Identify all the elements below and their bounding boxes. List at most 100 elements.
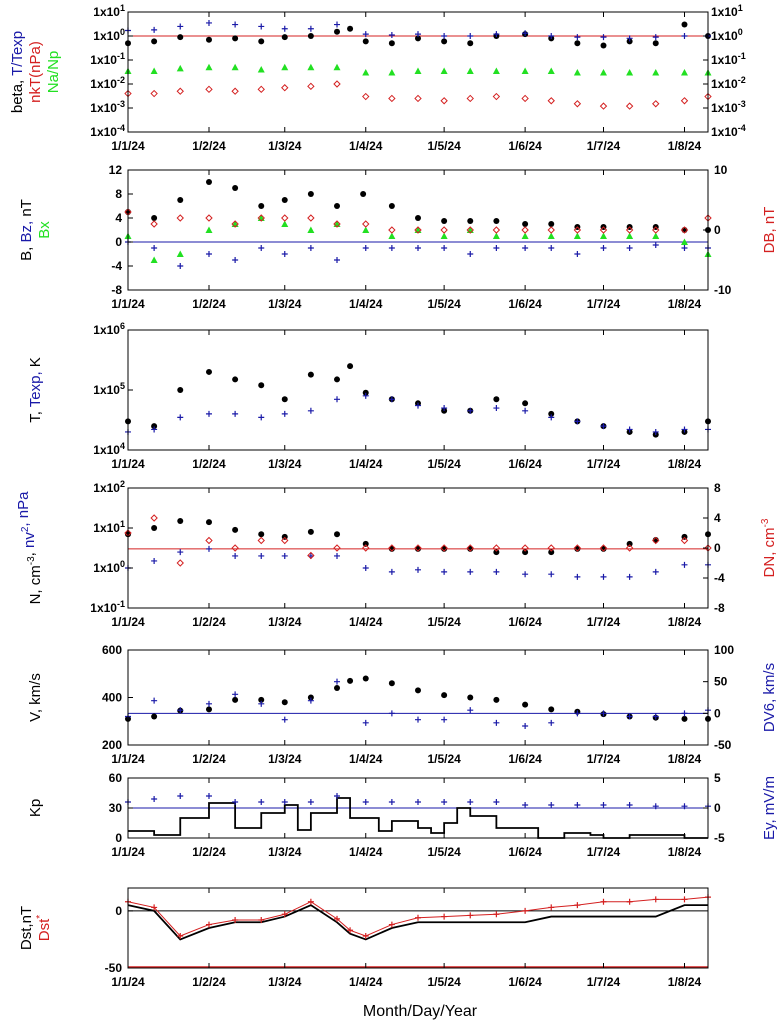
series-texp — [125, 392, 711, 435]
x-tick-label: 1/3/24 — [268, 752, 302, 766]
ttexp-point — [626, 35, 633, 42]
y-tick-label: 0 — [115, 904, 122, 918]
dv6-point — [493, 719, 500, 726]
b-point — [441, 218, 448, 224]
ttexp-point — [281, 25, 288, 32]
nanp-point — [362, 69, 370, 76]
right-y-tick-label: -10 — [714, 283, 732, 297]
ey-point — [281, 799, 288, 805]
nanp-point — [150, 67, 158, 74]
ey-point — [205, 793, 212, 799]
db-point — [652, 226, 660, 234]
dv6-point — [467, 707, 474, 714]
nv2-point — [362, 565, 369, 571]
t-point — [307, 371, 314, 378]
dn-point — [492, 544, 501, 552]
y-tick-label: 60 — [109, 771, 123, 785]
series-bx — [124, 214, 712, 263]
beta-point — [205, 36, 212, 43]
x-tick-label: 1/3/24 — [268, 975, 302, 989]
x-tick-label: 1/5/24 — [427, 139, 461, 153]
right-y-tick-label: 1x10-4 — [711, 123, 746, 139]
db-point — [333, 220, 341, 228]
x-axis-title: Month/Day/Year — [363, 1003, 478, 1020]
nv2-point — [652, 568, 659, 575]
nanp-point — [492, 67, 500, 74]
n-point — [548, 549, 555, 556]
ey-point — [388, 799, 395, 805]
nktnpa-point — [176, 87, 184, 95]
beta-point — [681, 21, 688, 28]
dst*-connector — [127, 896, 709, 937]
x-tick-label: 1/8/24 — [668, 615, 702, 629]
nanp-point — [440, 67, 448, 74]
x-tick-label: 1/6/24 — [508, 139, 542, 153]
bx-point — [281, 220, 289, 227]
x-tick-label: 1/1/24 — [111, 752, 145, 766]
dv6-point — [232, 691, 239, 698]
nv2-point — [205, 545, 212, 552]
nktnpa-point — [231, 87, 239, 95]
right-y-tick-label: 50 — [714, 675, 728, 689]
bz-point — [177, 263, 184, 269]
x-tick-label: 1/2/24 — [192, 297, 226, 311]
ttexp-point — [600, 34, 607, 41]
bz-point — [388, 245, 395, 251]
v-point — [548, 706, 555, 713]
nv2-point — [281, 552, 288, 559]
bz-point — [362, 245, 369, 251]
series-v — [125, 675, 711, 722]
ttexp-point — [681, 33, 688, 39]
nv2-point — [626, 573, 633, 580]
nv2-point — [177, 549, 184, 556]
nktnpa-point — [440, 97, 448, 105]
y-tick-label: 1x10-2 — [90, 75, 125, 91]
n-point — [441, 545, 448, 552]
dst-line — [127, 904, 708, 941]
v-point — [415, 687, 421, 694]
panel-6-right-ylabel: Ey, mV/m — [761, 776, 778, 840]
x-tick-label: 1/7/24 — [587, 845, 621, 859]
dv6-point — [307, 697, 314, 704]
db-point — [257, 214, 265, 222]
ttexp-point — [441, 33, 448, 39]
bz-point — [151, 245, 158, 251]
bx-point — [680, 238, 688, 245]
x-tick-label: 1/7/24 — [587, 139, 621, 153]
panel-1-plot — [124, 19, 712, 110]
panel-2-ylabel-line-2: Bx — [36, 221, 53, 239]
y-tick-label: 1x100 — [93, 27, 125, 43]
series-db — [124, 208, 712, 234]
t-point — [362, 389, 369, 396]
nktnpa-point — [257, 85, 265, 94]
series-ey — [125, 793, 711, 810]
nktnpa-point — [680, 97, 689, 105]
nv2-point — [258, 552, 265, 559]
n-point — [362, 540, 369, 547]
series-n — [125, 517, 711, 556]
ey-point — [258, 799, 265, 805]
dn-point — [362, 544, 370, 552]
db-point — [466, 226, 474, 234]
dv6-point — [281, 716, 288, 723]
ttexp-point — [548, 33, 555, 39]
nanp-point — [521, 67, 529, 74]
t-point — [522, 400, 529, 407]
dn-point — [307, 551, 315, 560]
ey-point — [232, 799, 239, 805]
dn-point — [257, 536, 265, 545]
dn-point — [547, 544, 555, 552]
beta-point — [574, 40, 581, 47]
nanp-point — [626, 69, 634, 76]
bz-point — [415, 245, 421, 251]
x-tick-label: 1/6/24 — [508, 615, 542, 629]
ey-point — [334, 793, 341, 799]
bz-point — [548, 245, 555, 251]
b-point — [258, 203, 265, 209]
b-point — [493, 218, 500, 224]
x-tick-label: 1/6/24 — [508, 297, 542, 311]
nanp-point — [307, 63, 315, 71]
panel-1-ylabel-line-2: nkT(nPa) — [27, 41, 44, 103]
x-tick-label: 1/8/24 — [668, 297, 702, 311]
ttexp-point — [467, 33, 474, 39]
